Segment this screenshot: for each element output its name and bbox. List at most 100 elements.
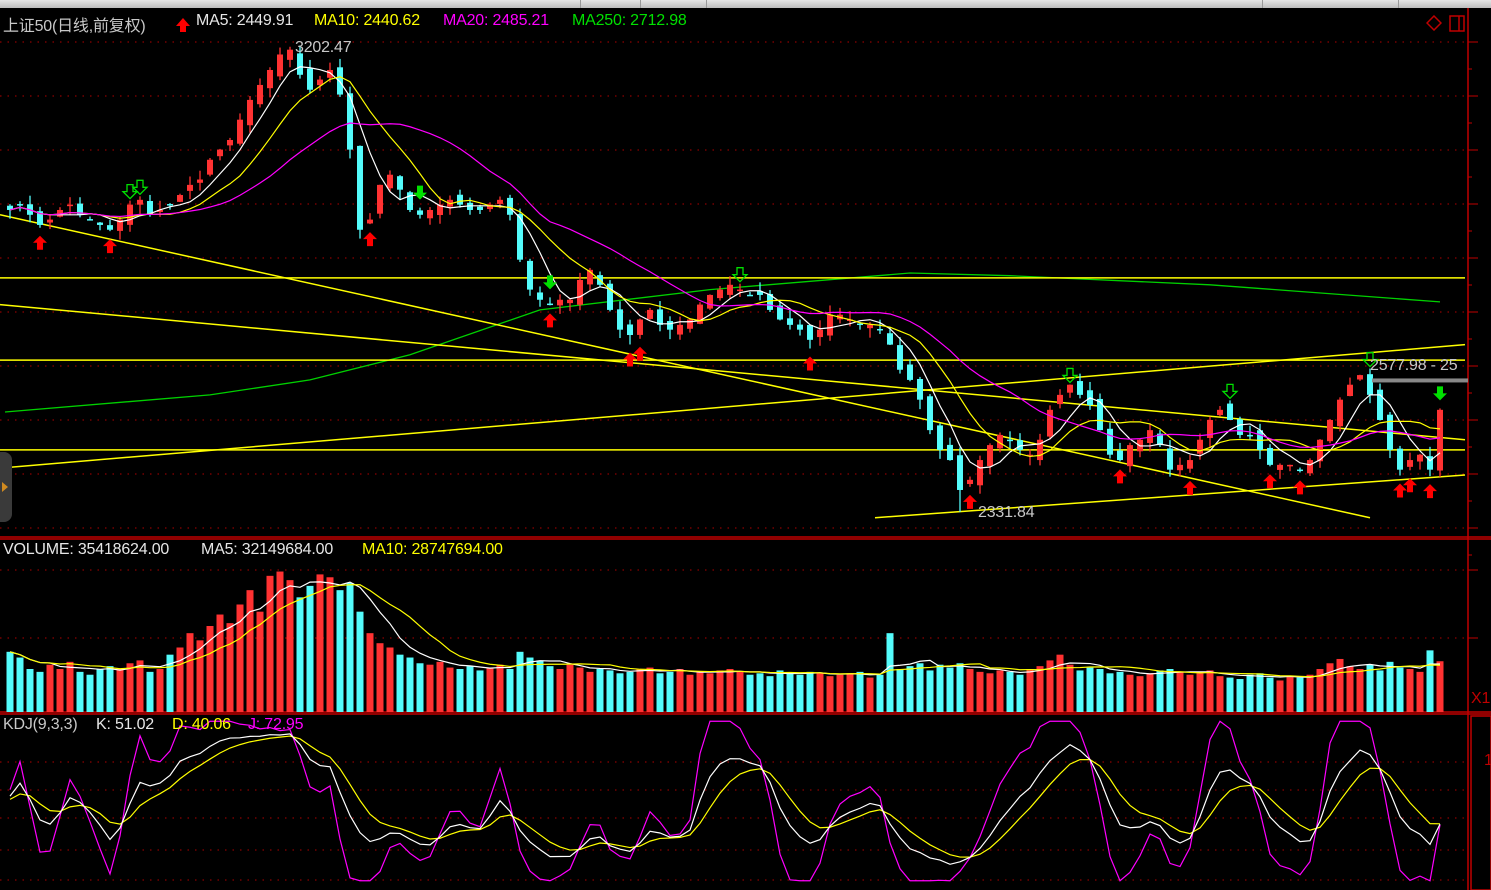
volume-bar — [1036, 666, 1044, 712]
volume-bar — [396, 654, 404, 712]
volume-bar — [846, 673, 854, 712]
candle-body — [967, 479, 973, 485]
candle-body — [317, 79, 323, 86]
sell-hint-arrow-icon — [131, 179, 149, 196]
candle-body — [1057, 394, 1063, 405]
volume-bar — [16, 657, 24, 712]
volume-bar — [776, 670, 784, 712]
candle-body — [77, 203, 83, 215]
candle-body — [917, 378, 923, 400]
volume-bar — [816, 673, 824, 712]
volume-bar — [1106, 673, 1114, 712]
candle-body — [267, 69, 273, 89]
candle-body — [617, 309, 623, 330]
candle-body — [207, 159, 213, 175]
kdj-j-line — [9, 720, 1441, 882]
volume-bar — [246, 590, 254, 712]
candle-body — [457, 194, 463, 205]
top-bar-divider — [706, 0, 707, 8]
sell-hint-arrow-icon — [121, 183, 139, 200]
volume-ma10-line — [9, 584, 1441, 678]
candle-body — [1207, 419, 1213, 439]
candle-body — [367, 219, 373, 224]
volume-bar — [726, 669, 734, 712]
volume-bar — [1216, 676, 1224, 712]
candle-body — [237, 119, 243, 144]
candle-body — [757, 291, 763, 295]
volume-bar — [216, 614, 224, 712]
volume-bar — [636, 669, 644, 712]
volume-bar — [406, 657, 414, 712]
volume-bar — [236, 604, 244, 712]
volume-ma10-value: MA10: 28747694.00 — [362, 541, 503, 558]
candle-body — [567, 299, 573, 304]
volume-bar — [1046, 660, 1054, 712]
kdj-k-line — [9, 733, 1441, 865]
candle-body — [1177, 464, 1183, 471]
range-label: 2577.98 - 25 — [1370, 357, 1458, 374]
trendline — [0, 303, 1466, 441]
volume-bar — [496, 664, 504, 712]
candle-body — [97, 222, 103, 225]
candle-body — [907, 364, 913, 380]
candle-body — [987, 445, 993, 467]
candle-body — [7, 205, 13, 210]
side-panel-toggle[interactable] — [0, 452, 12, 522]
volume-bar — [696, 671, 704, 712]
volume-bar — [1326, 663, 1334, 712]
volume-bar — [36, 671, 44, 712]
candle-body — [787, 318, 793, 325]
volume-bar — [1296, 677, 1304, 712]
candle-body — [397, 176, 403, 190]
buy-arrow-icon — [633, 346, 647, 361]
candle-body — [167, 204, 173, 206]
candle-body — [417, 210, 423, 215]
candle-body — [1247, 434, 1253, 437]
candle-body — [747, 294, 753, 297]
volume-bar — [126, 663, 134, 712]
candle-body — [1027, 454, 1033, 457]
volume-bar — [476, 670, 484, 712]
candle-body — [1127, 445, 1133, 467]
volume-bar — [226, 623, 234, 712]
volume-bar — [1346, 666, 1354, 712]
volume-bar — [446, 667, 454, 712]
candle-body — [347, 93, 353, 150]
volume-bar — [1246, 674, 1254, 712]
volume-bar — [1356, 669, 1364, 712]
volume-bar — [266, 575, 274, 712]
candle-body — [137, 199, 143, 205]
volume-bar — [626, 671, 634, 712]
candle-body — [497, 199, 503, 204]
candle-body — [117, 219, 123, 231]
volume-bar — [566, 664, 574, 712]
buy-arrow-icon — [1183, 480, 1197, 495]
volume-bar — [1136, 676, 1144, 712]
layout-toggle-icon[interactable] — [1449, 15, 1465, 33]
volume-bar — [1076, 670, 1084, 712]
buy-arrow-icon — [963, 494, 977, 509]
volume-bar — [546, 666, 554, 712]
volume-bar — [796, 674, 804, 712]
candle-body — [537, 292, 543, 300]
candle-body — [717, 289, 723, 299]
candle-body — [197, 179, 203, 183]
candle-body — [1307, 460, 1313, 474]
volume-bar — [326, 577, 334, 712]
diamond-icon[interactable] — [1426, 15, 1442, 31]
top-bar-divider — [1262, 0, 1263, 8]
volume-bar — [6, 651, 14, 712]
volume-bar — [506, 669, 514, 712]
sell-arrow-icon — [543, 275, 557, 290]
volume-bar — [436, 661, 444, 712]
candle-body — [777, 305, 783, 320]
candle-body — [927, 396, 933, 431]
volume-bar — [576, 667, 584, 712]
volume-bar — [276, 571, 284, 712]
high-price-label: 3202.47 — [295, 39, 352, 56]
candle-body — [827, 314, 833, 336]
candle-body — [187, 184, 193, 191]
sell-arrow-icon — [413, 185, 427, 200]
candle-body — [1197, 439, 1203, 454]
